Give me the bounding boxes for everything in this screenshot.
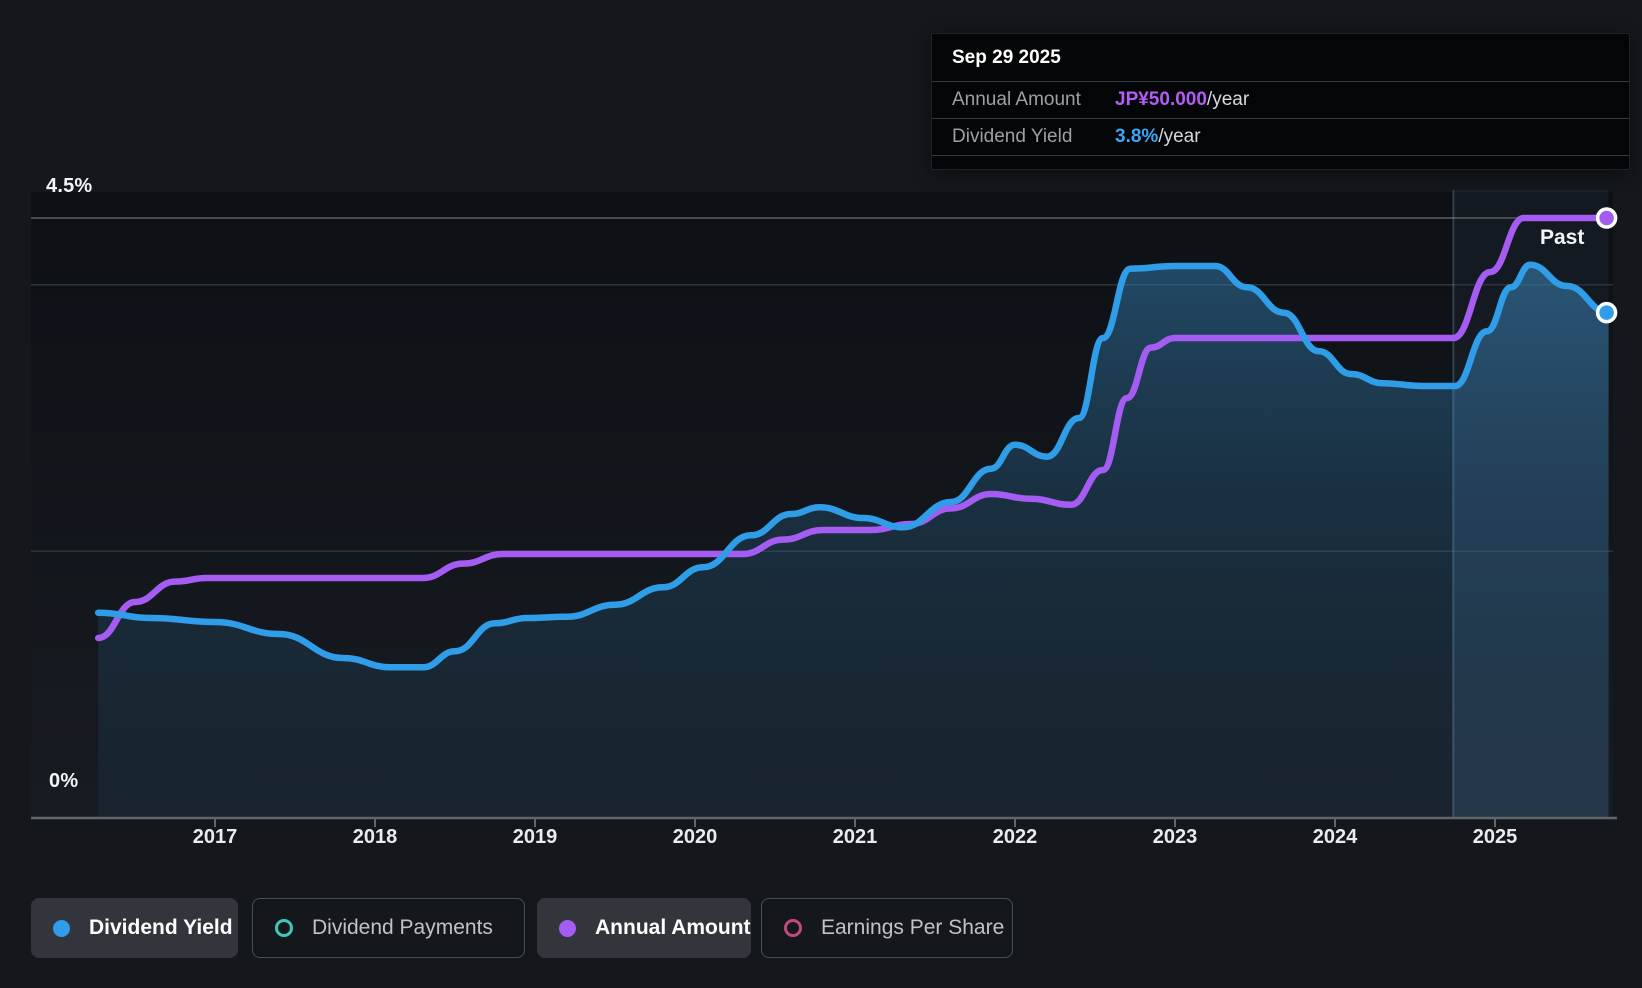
tooltip-suffix: /year xyxy=(1158,126,1201,147)
legend-button-dividend-yield[interactable]: Dividend Yield xyxy=(31,898,238,958)
tooltip-suffix: /year xyxy=(1206,89,1250,110)
y-axis-label-zero: 0% xyxy=(49,770,79,792)
tooltip-value: JP¥50.000 xyxy=(1115,89,1207,110)
legend-button-annual-amount[interactable]: Annual Amount xyxy=(537,898,751,958)
open-ring-icon xyxy=(784,919,802,937)
dividend-yield-end-dot xyxy=(1595,301,1618,324)
dividend-yield-line xyxy=(94,261,1612,671)
tooltip-label: Annual Amount xyxy=(952,89,1081,110)
tooltip-date: Sep 29 2025 xyxy=(952,47,1061,68)
annual-amount-end-dot xyxy=(1595,207,1618,229)
x-tick-label-2023: 2023 xyxy=(1152,826,1198,848)
tooltip-row-dividend-yield: Dividend Yield 3.8% /year xyxy=(932,118,1629,156)
open-ring-icon xyxy=(275,919,293,937)
x-tick-label-2022: 2022 xyxy=(992,826,1038,848)
past-region-label: Past xyxy=(1540,226,1585,249)
x-tick-label-2018: 2018 xyxy=(352,826,398,848)
chart-legend: Dividend Yield Dividend Payments Annual Am… xyxy=(0,898,1642,958)
filled-dot-icon xyxy=(559,919,576,937)
x-tick-label-2019: 2019 xyxy=(512,826,558,848)
tooltip-row-annual-amount: Annual Amount JP¥50.000 /year xyxy=(932,81,1629,118)
x-tick-label-2025: 2025 xyxy=(1472,826,1518,848)
legend-button-label: Dividend Payments xyxy=(312,916,493,939)
x-tick-label-2017: 2017 xyxy=(192,826,238,848)
dividend-yield-area xyxy=(98,264,1609,818)
legend-button-label: Annual Amount xyxy=(595,916,751,939)
x-tick-label-2020: 2020 xyxy=(672,826,718,848)
tooltip-value: 3.8% xyxy=(1115,126,1159,147)
legend-button-dividend-payments[interactable]: Dividend Payments xyxy=(252,898,525,958)
dividend-yield-area-highlight xyxy=(1452,264,1609,818)
legend-button-label: Dividend Yield xyxy=(89,916,233,939)
filled-dot-icon xyxy=(53,919,70,937)
legend-button-earnings-per-share[interactable]: Earnings Per Share xyxy=(761,898,1013,958)
x-tick-label-2024: 2024 xyxy=(1312,826,1358,848)
y-axis-label-max: 4.5% xyxy=(46,175,93,197)
x-axis-labels: 2017 2018 2019 2020 2021 2022 2023 2024 2025 xyxy=(0,826,1642,856)
x-tick-label-2021: 2021 xyxy=(832,826,878,848)
legend-button-label: Earnings Per Share xyxy=(821,916,1005,939)
chart-tooltip: Sep 29 2025 Annual Amount JP¥50.000 /yea… xyxy=(931,33,1630,170)
tooltip-label: Dividend Yield xyxy=(952,126,1073,147)
